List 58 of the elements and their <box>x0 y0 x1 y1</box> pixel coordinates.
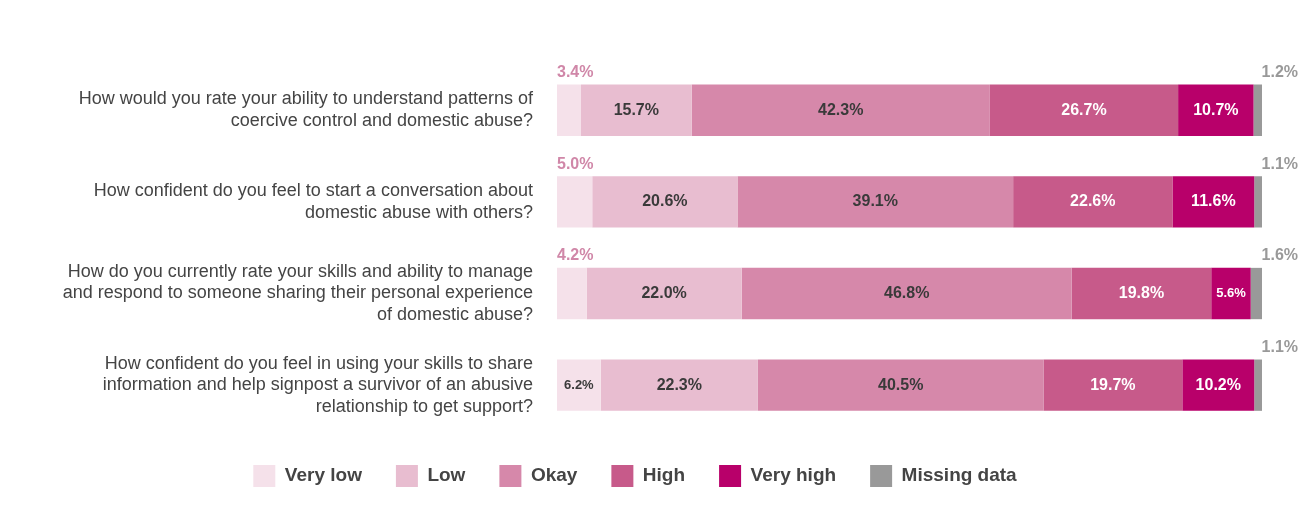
data-label: 46.8% <box>883 283 930 301</box>
data-label: 5.6% <box>1216 285 1247 301</box>
bar <box>1043 359 1183 411</box>
bar <box>741 267 1072 320</box>
legend-label: Okay <box>530 464 578 486</box>
data-label: 15.7% <box>613 100 659 118</box>
bar <box>557 84 581 136</box>
bar <box>1250 267 1262 320</box>
data-label: 19.8% <box>1118 283 1165 301</box>
legend-label: Low <box>427 464 466 486</box>
y-tick-label: How would you rate your ability to understand patterns of coercive control and domestic abuse? <box>78 88 534 130</box>
data-label: 10.7% <box>1193 100 1239 118</box>
data-label: 4.2% <box>557 246 594 264</box>
bar <box>580 84 692 136</box>
legend-label: High <box>642 464 686 486</box>
data-label: 42.3% <box>818 100 864 118</box>
bar <box>557 267 587 320</box>
bar <box>691 84 990 136</box>
data-label: 1.2% <box>1261 62 1298 80</box>
bar <box>600 359 758 411</box>
bar <box>1172 176 1255 228</box>
bar <box>557 176 593 228</box>
bar <box>592 176 738 228</box>
data-label: 3.4% <box>557 62 594 80</box>
bar <box>1254 176 1262 228</box>
data-label: 11.6% <box>1191 192 1236 210</box>
bar <box>1182 359 1255 411</box>
data-label: 10.2% <box>1195 375 1241 393</box>
legend-label: Very low <box>284 464 363 486</box>
data-label: 22.0% <box>641 283 687 301</box>
bar <box>989 84 1179 136</box>
bar <box>1013 176 1173 228</box>
data-label: 26.7% <box>1061 100 1107 118</box>
y-tick-label: How confident do you feel to start a conversation about domestic abuse with others? <box>93 180 533 222</box>
legend-label: Missing data <box>901 464 1018 486</box>
data-label: 6.2% <box>564 376 595 392</box>
data-label: 1.1% <box>1261 154 1298 172</box>
bar <box>1254 359 1262 411</box>
bar <box>1178 84 1254 136</box>
data-label: 19.7% <box>1090 375 1136 393</box>
legend-label: Very high <box>750 464 837 486</box>
bar <box>1253 84 1262 136</box>
bar <box>757 359 1044 411</box>
data-label: 39.1% <box>852 192 898 210</box>
data-label: 20.6% <box>642 192 688 210</box>
data-label: 1.1% <box>1261 337 1298 355</box>
bar <box>1211 267 1251 320</box>
data-label: 22.6% <box>1070 192 1116 210</box>
bar <box>737 176 1014 228</box>
y-tick-label: How confident do you feel in using your skills to share information and help signpost a survivor of an abusive relationship to get support? <box>102 352 533 416</box>
data-label: 40.5% <box>878 375 924 393</box>
data-label: 22.3% <box>656 375 703 393</box>
data-label: 1.6% <box>1261 246 1298 264</box>
y-tick-label: How do you currently rate your skills and ability to manage and respond to someone sharing their personal experience of domestic abuse? <box>62 260 533 325</box>
bar <box>1071 267 1212 320</box>
bar <box>586 267 742 320</box>
bar <box>557 359 601 411</box>
data-label: 5.0% <box>557 154 594 172</box>
